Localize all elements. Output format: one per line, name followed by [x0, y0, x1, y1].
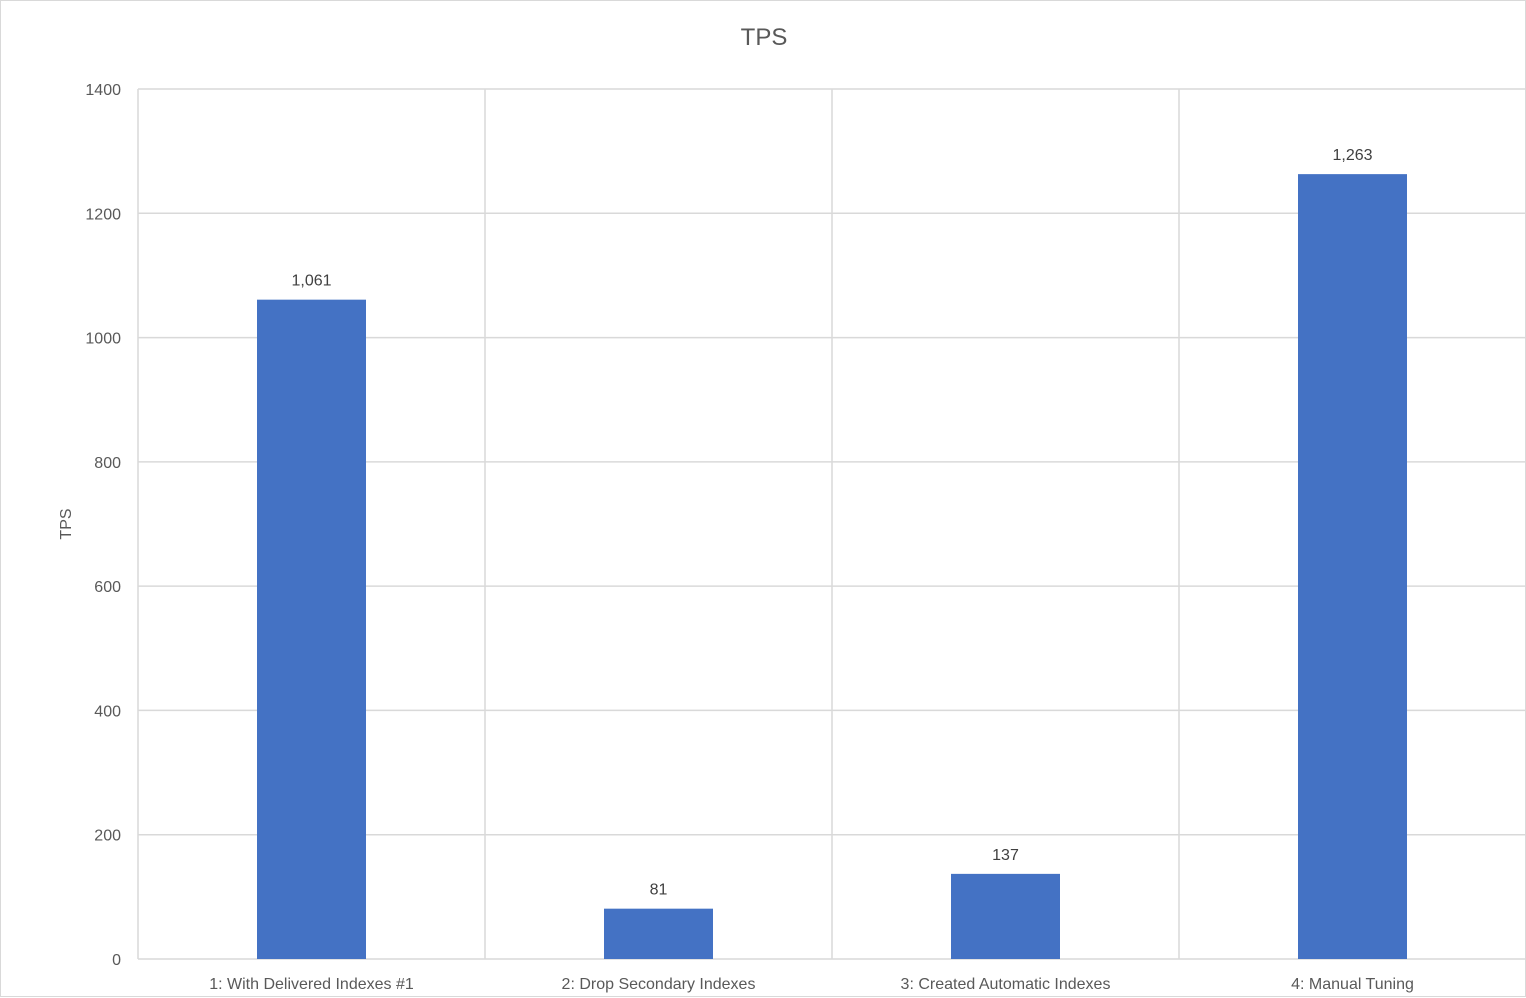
y-tick-label: 600	[94, 579, 121, 596]
y-tick-label: 200	[94, 828, 121, 845]
data-label: 137	[992, 847, 1019, 864]
bars	[257, 174, 1407, 959]
x-tick-label: 2: Drop Secondary Indexes	[562, 976, 756, 993]
x-tick-label: 4: Manual Tuning	[1291, 976, 1414, 993]
x-axis-ticks: 1: With Delivered Indexes #1 2: Drop Seco…	[209, 976, 1414, 993]
x-tick-label: 3: Created Automatic Indexes	[901, 976, 1111, 993]
y-tick-label: 800	[94, 455, 121, 472]
y-tick-label: 1000	[85, 331, 121, 348]
y-tick-label: 1400	[85, 82, 121, 99]
bar	[1298, 174, 1407, 959]
data-label: 1,061	[291, 273, 331, 290]
y-tick-label: 1200	[85, 206, 121, 223]
bar	[604, 908, 713, 959]
bar	[951, 873, 1060, 959]
y-axis-title: TPS	[58, 508, 75, 539]
data-labels: 1,061 81 137 1,263	[291, 147, 1372, 899]
y-axis-ticks: 0 200 400 600 800 1000 1200 1400	[85, 82, 121, 969]
gridlines	[137, 88, 1526, 960]
bar	[257, 299, 366, 959]
y-tick-label: 400	[94, 703, 121, 720]
data-label: 81	[650, 882, 668, 899]
data-label: 1,263	[1332, 147, 1372, 164]
chart-title: TPS	[741, 24, 788, 51]
x-tick-label: 1: With Delivered Indexes #1	[209, 976, 414, 993]
y-tick-label: 0	[112, 952, 121, 969]
